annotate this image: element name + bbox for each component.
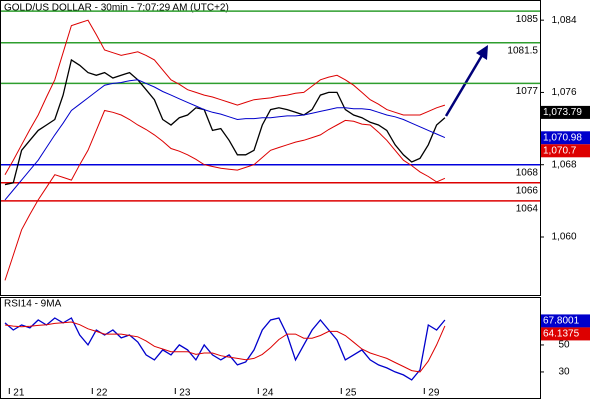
- price-tag-label: 1,070.98: [543, 132, 582, 143]
- series-line: [4, 317, 446, 381]
- y-tick-label: 1,084: [551, 15, 576, 26]
- series-line: [4, 79, 446, 201]
- price-tag-box: [541, 327, 590, 341]
- y-tick-label: 1,060: [551, 232, 576, 243]
- level-label: 1064: [516, 203, 539, 214]
- x-tick-label: 22: [96, 388, 108, 399]
- price-tag-label: 1,073.79: [543, 107, 582, 118]
- chart-title: RSI14 - 9MA: [4, 299, 62, 310]
- x-tick-label: 29: [428, 388, 440, 399]
- price-tag: 67.8001: [541, 314, 590, 328]
- level-label: 1068: [516, 167, 539, 178]
- series-line: [4, 19, 446, 175]
- series-line: [4, 109, 446, 281]
- x-tick-label: 24: [262, 388, 274, 399]
- price-tag-label: 1,070.7: [543, 145, 577, 156]
- x-tick-label: 23: [179, 388, 191, 399]
- level-label: 1077: [516, 86, 539, 97]
- price-tag-label: 64.1375: [543, 329, 580, 340]
- main-frame: [0, 0, 541, 296]
- price-tag: 1,073.79: [541, 105, 590, 119]
- chart-title: GOLD/US DOLLAR - 30min - 7:07:29 AM (UTC…: [4, 3, 229, 14]
- level-label: 1085: [516, 14, 539, 25]
- series-line: [4, 321, 446, 373]
- rsi-frame: [0, 297, 541, 399]
- level-label: 1066: [516, 185, 539, 196]
- price-tag-label: 67.8001: [543, 316, 580, 327]
- series-line: [4, 58, 446, 186]
- x-tick-label: 21: [13, 388, 25, 399]
- forecast-arrowhead: [476, 45, 488, 60]
- price-tag-box: [541, 105, 590, 119]
- level-label: 1081.5: [507, 45, 538, 56]
- price-tag-box: [541, 144, 590, 158]
- price-tag-box: [541, 314, 590, 328]
- y-tick-label: 1,076: [551, 87, 576, 98]
- x-tick-label: 25: [345, 388, 357, 399]
- y-tick-label: 50: [558, 340, 570, 351]
- y-tick-label: 1,068: [551, 159, 576, 170]
- price-tag: 1,070.7: [541, 144, 590, 158]
- y-tick-label: 30: [558, 367, 570, 378]
- price-tag-box: [541, 131, 590, 145]
- price-tag: 64.1375: [541, 327, 590, 341]
- price-tag: 1,070.98: [541, 131, 590, 145]
